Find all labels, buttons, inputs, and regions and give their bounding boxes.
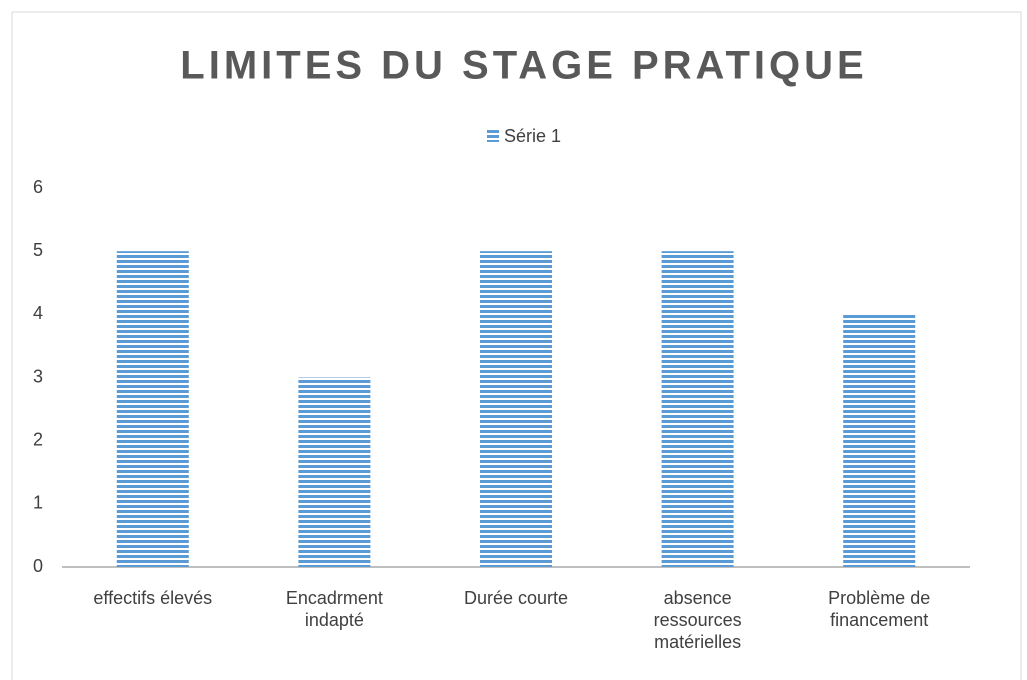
y-tick-label: 4: [33, 303, 43, 323]
legend-swatch: [487, 130, 499, 142]
x-tick-label: Durée courte: [463, 588, 569, 608]
y-tick-label: 5: [33, 240, 43, 260]
y-tick-label: 1: [33, 493, 43, 513]
x-tick-label: Problème de financement: [828, 588, 931, 630]
bar: [843, 314, 916, 567]
bar: [298, 377, 371, 567]
chart-title: LIMITES DU STAGE PRATIQUE: [180, 44, 867, 88]
y-tick-label: 0: [33, 556, 43, 576]
x-tick-label: Encadrment indapté: [285, 588, 383, 630]
y-tick-label: 3: [33, 366, 43, 386]
bar: [116, 251, 189, 567]
chart-border: [11, 11, 1022, 680]
bar: [661, 251, 734, 567]
y-tick-label: 6: [33, 177, 43, 197]
x-tick-label: effectifs élevés: [93, 588, 213, 608]
legend-label: Série 1: [504, 126, 561, 146]
bar: [480, 251, 552, 567]
y-tick-label: 2: [33, 429, 43, 449]
x-tick-label: absence ressources matérielles: [653, 588, 742, 652]
